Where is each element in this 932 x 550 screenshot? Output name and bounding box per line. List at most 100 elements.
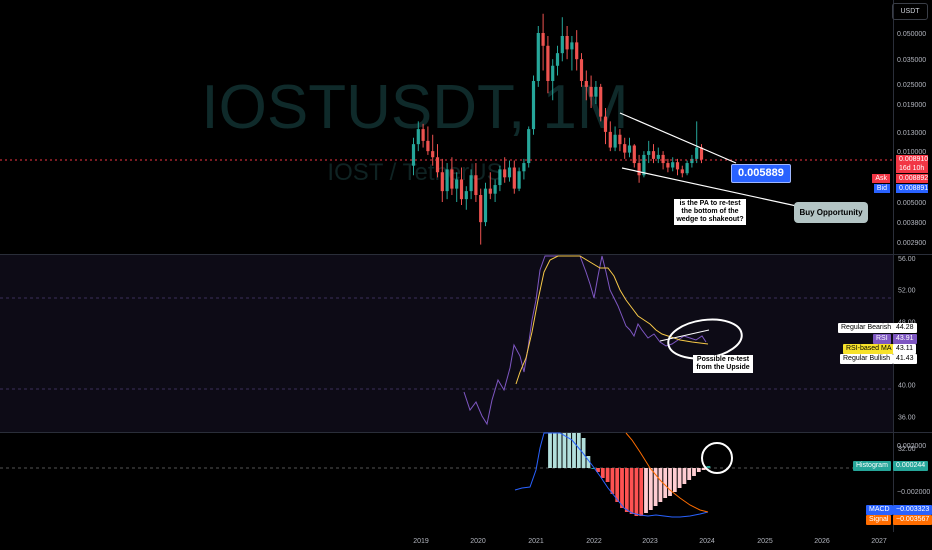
macd-histogram-bar <box>663 468 668 498</box>
candle-body <box>579 59 584 81</box>
candle-body <box>603 116 608 132</box>
time-tick-label: 2020 <box>470 538 486 545</box>
buy-opportunity-callout[interactable]: Buy Opportunity <box>794 202 868 223</box>
countdown-tag: 16d 10h <box>896 164 928 173</box>
price-tick-label: 0.050000 <box>897 31 926 38</box>
candle-body <box>421 129 425 141</box>
regular-bullish-value: 41.43 <box>893 354 917 364</box>
wedge-upper-line[interactable] <box>619 112 737 164</box>
candle-body <box>618 134 622 145</box>
candle-body <box>469 175 473 192</box>
macd-histogram-bar <box>605 468 610 482</box>
macd-label: MACD <box>866 505 893 515</box>
candle-body <box>671 162 675 168</box>
candle-body <box>623 144 627 153</box>
candle-body <box>575 42 579 60</box>
ask-label: Ask <box>872 174 890 183</box>
currency-button[interactable]: USDT <box>892 3 928 20</box>
watermark-symbol: IOSTUSDT, 1M <box>201 73 628 142</box>
macd-panel[interactable] <box>0 433 932 533</box>
candle-body <box>589 86 593 97</box>
macd-histogram-bar <box>576 433 581 468</box>
regular-bearish-label: Regular Bearish <box>838 323 895 333</box>
macd-histogram-bar <box>629 468 634 514</box>
time-tick-label: 2024 <box>699 538 715 545</box>
macd-histogram-bar <box>610 468 615 494</box>
candle-body <box>584 80 588 87</box>
candle-body <box>599 86 603 117</box>
target-price-label[interactable]: 0.005889 <box>731 164 791 183</box>
macd-axis[interactable]: 0.002000 −0.002000 <box>897 443 930 496</box>
candle-body <box>498 169 502 186</box>
candles-group <box>411 13 704 245</box>
rsi-retest-note[interactable]: Possible re-test from the Upside <box>693 355 753 373</box>
price-panel[interactable] <box>0 0 932 254</box>
candle-body <box>685 163 689 174</box>
wedge-question-note[interactable]: is the PA to re-test the bottom of the w… <box>674 199 746 225</box>
candle-body <box>426 140 430 152</box>
macd-histogram-bar <box>562 433 567 468</box>
macd-histogram-bar <box>644 468 648 513</box>
histogram-label: Histogram <box>853 461 891 471</box>
price-tick-label: 0.010000 <box>897 149 926 156</box>
macd-histogram <box>548 433 711 516</box>
macd-histogram-bar <box>586 456 591 468</box>
candle-body <box>503 169 507 178</box>
macd-histogram-bar <box>658 468 663 502</box>
macd-histogram-bar <box>706 466 711 468</box>
signal-line <box>625 432 709 513</box>
macd-histogram-bar <box>677 468 682 488</box>
price-tick-label: 0.035000 <box>897 57 926 64</box>
macd-line <box>514 432 709 518</box>
time-axis[interactable]: 2019 2020 2021 2022 2023 2024 2025 2026 2027 <box>413 538 887 545</box>
macd-histogram-bar <box>572 433 576 468</box>
candle-body <box>435 157 440 173</box>
candle-body <box>527 129 531 164</box>
macd-histogram-bar <box>696 468 701 472</box>
candle-body <box>541 33 545 46</box>
macd-histogram-bar <box>591 468 596 469</box>
price-axis[interactable]: 0.050000 0.035000 0.025000 0.019000 0.013000… <box>897 31 926 247</box>
rsi-tick-label: 52.00 <box>898 288 916 295</box>
macd-histogram-bar <box>701 468 706 470</box>
candle-body <box>493 185 497 194</box>
candle-body <box>570 42 574 50</box>
rsi-panel[interactable] <box>0 255 893 432</box>
rsi-value: 43.91 <box>893 334 917 344</box>
rsi-tick-label: 40.00 <box>898 383 916 390</box>
candle-body <box>450 169 454 189</box>
macd-circle-annotation[interactable] <box>701 442 733 474</box>
macd-histogram-bar <box>624 468 629 512</box>
price-tick-label: 0.005000 <box>897 200 926 207</box>
candle-body <box>507 167 512 178</box>
candle-body <box>675 162 680 170</box>
rsi-tick-label: 56.00 <box>898 256 916 263</box>
candle-body <box>431 151 435 158</box>
time-tick-label: 2025 <box>757 538 773 545</box>
candle-body <box>637 163 641 176</box>
time-tick-label: 2023 <box>642 538 658 545</box>
macd-value: −0.003323 <box>893 505 932 515</box>
regular-bullish-label: Regular Bullish <box>840 354 894 364</box>
candle-body <box>536 33 540 81</box>
time-tick-label: 2027 <box>871 538 887 545</box>
macd-histogram-bar <box>672 468 677 492</box>
macd-histogram-bar <box>596 468 600 472</box>
rsi-label: RSI <box>873 334 891 344</box>
candle-body <box>656 154 660 159</box>
candle-body <box>642 154 646 176</box>
candle-body <box>555 53 560 66</box>
candle-body <box>680 169 684 174</box>
price-tick-label: 0.003800 <box>897 220 926 227</box>
macd-histogram-bar <box>548 433 552 468</box>
rsi-axis[interactable]: 56.00 52.00 48.00 40.00 36.00 32.00 <box>898 256 916 453</box>
macd-histogram-bar <box>615 468 620 502</box>
candle-body <box>699 147 704 160</box>
candle-body <box>560 35 564 54</box>
price-tick-label: 0.019000 <box>897 102 926 109</box>
wedge-lower-line[interactable] <box>621 167 816 211</box>
rsi-tick-label: 36.00 <box>898 414 916 421</box>
candle-body <box>627 145 632 153</box>
macd-histogram-bar <box>581 438 586 468</box>
